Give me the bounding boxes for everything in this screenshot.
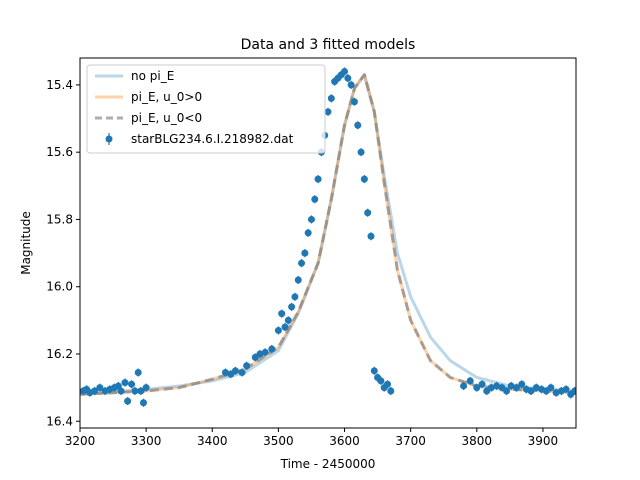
data-point: [91, 387, 99, 395]
legend-box: [86, 64, 326, 154]
plot-frame: [79, 57, 577, 429]
data-point: [347, 81, 355, 89]
data-point: [314, 175, 322, 183]
data-point: [460, 382, 468, 390]
data-point: [364, 209, 372, 217]
y-axis-ticks: 15.4 15.6 15.8 16.0 16.2 16.4: [46, 78, 80, 428]
x-tick-label: 3500: [263, 434, 294, 448]
data-point: [221, 369, 229, 376]
y-tick-label: 16.0: [46, 280, 73, 294]
data-point: [384, 380, 392, 388]
data-point: [256, 350, 264, 358]
data-point: [274, 326, 282, 334]
data-point: [139, 399, 147, 407]
data-point: [231, 367, 239, 375]
data-point: [121, 379, 129, 387]
x-tick-label: 3200: [65, 434, 96, 448]
legend-label: pi_E, u_0<0: [131, 111, 202, 125]
x-tick-label: 3600: [329, 434, 360, 448]
y-tick-label: 16.4: [46, 414, 73, 428]
data-point: [350, 98, 358, 106]
data-point: [288, 303, 296, 311]
data-point: [268, 345, 276, 353]
data-point: [360, 175, 368, 183]
x-axis-label: Time - 2450000: [280, 457, 376, 471]
x-tick-label: 3400: [197, 434, 228, 448]
data-point: [503, 387, 511, 395]
data-point: [493, 382, 501, 390]
data-point: [294, 276, 302, 284]
data-point: [301, 249, 309, 257]
legend-label: pi_E, u_0>0: [131, 90, 202, 104]
data-point: [377, 377, 385, 385]
data-point: [324, 108, 332, 116]
data-point: [547, 384, 555, 392]
series-line-pi-e-u0-neg: [80, 73, 576, 396]
data-point: [311, 195, 319, 203]
data-point: [571, 387, 576, 395]
legend: no pi_E pi_E, u_0>0 pi_E, u_0<0 starBLG234.…: [86, 64, 326, 154]
legend-swatch: [105, 135, 113, 143]
data-point: [327, 94, 335, 102]
legend-label: starBLG234.6.I.218982.dat: [131, 132, 294, 146]
data-point: [487, 384, 495, 392]
data-point: [261, 348, 269, 356]
data-point: [562, 385, 570, 393]
data-point: [298, 259, 306, 267]
data-point: [527, 387, 535, 395]
data-point: [344, 74, 352, 82]
x-tick-label: 3700: [395, 434, 426, 448]
data-point: [243, 362, 251, 370]
data-point: [134, 369, 142, 376]
data-point: [291, 293, 299, 301]
data-point: [117, 387, 125, 395]
y-tick-label: 15.6: [46, 145, 73, 159]
y-axis-label: Magnitude: [19, 211, 33, 275]
data-point: [387, 387, 395, 395]
data-point: [281, 323, 289, 331]
data-point: [473, 384, 481, 392]
data-point: [137, 387, 145, 395]
y-tick-label: 15.4: [46, 78, 73, 92]
legend-label: no pi_E: [131, 69, 174, 83]
data-point: [238, 369, 246, 376]
x-axis-ticks: 3200 3300 3400 3500 3600 3700 3800 3900: [65, 428, 558, 448]
data-point: [478, 380, 486, 388]
x-tick-label: 3300: [131, 434, 162, 448]
data-point: [278, 310, 286, 318]
y-tick-label: 16.2: [46, 347, 73, 361]
data-point: [367, 232, 375, 240]
data-point: [284, 316, 292, 324]
data-points: [80, 67, 576, 407]
data-point: [128, 380, 136, 388]
data-point: [518, 380, 526, 388]
model-curves: [80, 73, 576, 396]
data-point: [131, 387, 139, 395]
data-point: [507, 382, 515, 390]
data-point: [304, 229, 312, 237]
data-point: [341, 67, 349, 75]
data-point: [552, 389, 560, 397]
data-point: [307, 215, 315, 223]
data-point: [370, 367, 378, 375]
data-point: [96, 384, 104, 392]
data-point: [354, 121, 362, 129]
chart-title: Data and 3 fitted models: [241, 37, 416, 53]
x-tick-label: 3900: [528, 434, 559, 448]
data-point: [142, 384, 150, 392]
x-tick-label: 3800: [462, 434, 493, 448]
y-tick-label: 15.8: [46, 212, 73, 226]
data-point: [357, 148, 365, 156]
data-point: [532, 384, 540, 392]
data-point: [512, 384, 520, 392]
data-point: [466, 377, 474, 385]
data-point: [124, 397, 132, 405]
